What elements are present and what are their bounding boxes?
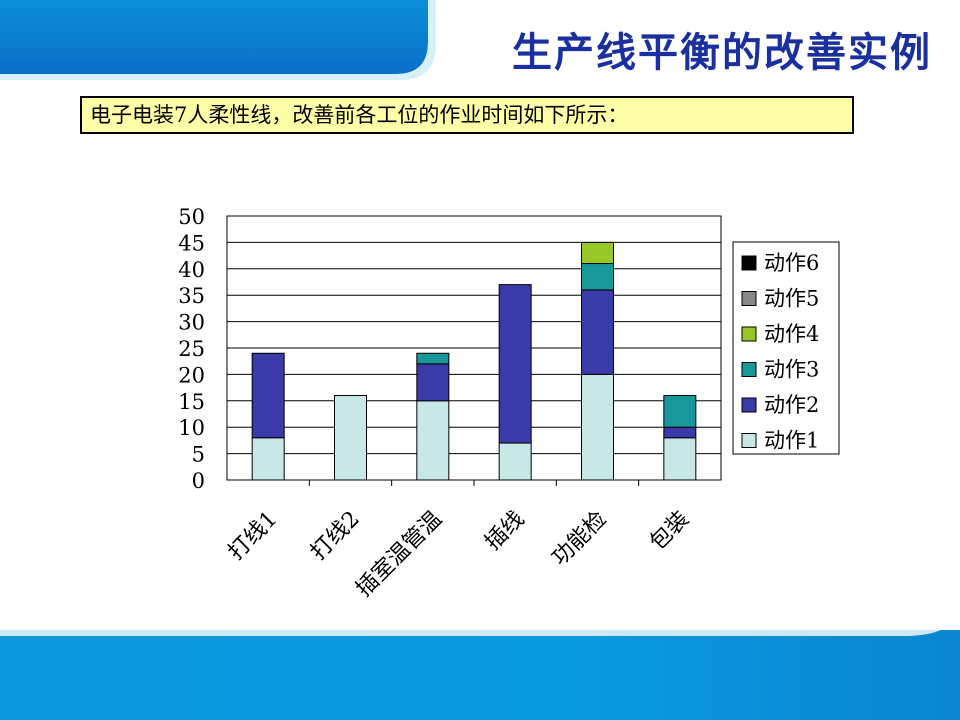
- slide-title: 生产线平衡的改善实例: [512, 30, 932, 76]
- y-tick-label: 20: [178, 363, 205, 387]
- bar-segment-插室温管温-动作1: [416, 400, 450, 481]
- y-tick-label: 5: [192, 443, 205, 467]
- bar-segment-功能检-动作2: [581, 289, 614, 375]
- bar-segment-功能检-动作1: [581, 373, 614, 481]
- legend-swatch: [741, 362, 757, 377]
- legend-label: 动作1: [764, 429, 819, 453]
- x-category-label: 插线: [481, 507, 530, 556]
- y-tick-label: 30: [178, 311, 205, 335]
- legend-swatch: [741, 433, 757, 448]
- x-category-label: 打线1: [224, 507, 283, 566]
- y-tick-label: 0: [192, 469, 205, 493]
- y-tick-label: 45: [178, 231, 205, 255]
- x-category-label: 包装: [645, 507, 694, 556]
- y-tick-label: 10: [178, 416, 205, 440]
- legend-swatch: [741, 255, 757, 271]
- y-tick-label: 40: [178, 258, 205, 282]
- legend-swatch: [741, 291, 757, 306]
- bar-segment-插室温管温-动作3: [416, 352, 450, 365]
- y-tick-label: 15: [178, 390, 205, 414]
- y-tick-label: 35: [178, 284, 205, 308]
- legend-label: 动作4: [764, 322, 819, 346]
- legend-swatch: [741, 326, 757, 342]
- legend-label: 动作2: [764, 393, 819, 417]
- bar-segment-打线2-动作1: [334, 395, 367, 481]
- y-tick-label: 25: [178, 337, 205, 361]
- legend-label: 动作6: [764, 251, 819, 275]
- legend-swatch: [741, 397, 757, 413]
- bars: [251, 241, 697, 481]
- legend: 动作6 动作5 动作4 动作3 动作2 动作1: [732, 241, 840, 455]
- x-category-label: 打线2: [306, 507, 365, 566]
- x-category-label: 功能检: [547, 507, 611, 571]
- legend-frame: [732, 241, 840, 455]
- bar-segment-功能检-动作4: [581, 241, 614, 265]
- bar-segment-包装-动作2: [663, 426, 697, 439]
- bar-segment-打线1-动作2: [251, 352, 285, 439]
- bottom-banner: [0, 630, 960, 720]
- gridlines: [227, 241, 721, 455]
- legend-label: 动作5: [764, 287, 819, 311]
- bar-segment-插线-动作1: [498, 442, 532, 481]
- x-category-label: 插室温管温: [352, 507, 447, 602]
- bar-segment-包装-动作1: [663, 437, 697, 481]
- description-box: 电子电装7人柔性线，改善前各工位的作业时间如下所示：: [80, 96, 854, 134]
- bar-segment-打线1-动作1: [251, 437, 285, 481]
- y-tick-label: 50: [178, 205, 205, 229]
- bar-segment-包装-动作3: [663, 395, 697, 428]
- top-banner: [0, 0, 436, 80]
- bar-segment-功能检-动作3: [581, 263, 614, 291]
- legend-label: 动作3: [764, 358, 819, 382]
- bar-segment-插室温管温-动作2: [416, 363, 450, 402]
- bar-segment-插线-动作2: [498, 284, 532, 444]
